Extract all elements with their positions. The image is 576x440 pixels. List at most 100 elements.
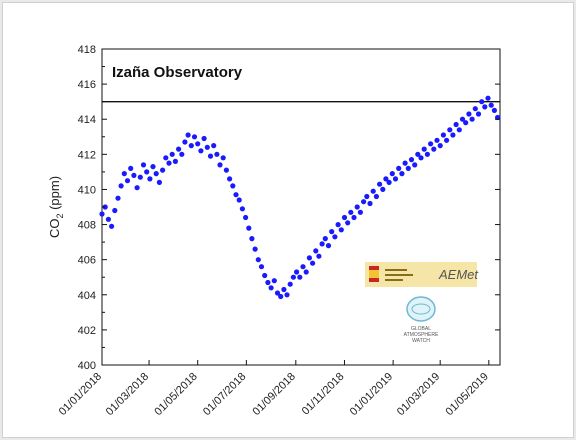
data-point	[188, 143, 194, 149]
data-point	[287, 281, 293, 287]
data-point	[134, 185, 140, 191]
x-tick-label: 01/09/2018	[251, 371, 298, 418]
data-point	[207, 153, 214, 159]
y-axis-label-main: CO	[47, 219, 62, 239]
gaw-text-line-1: GLOBAL	[411, 326, 431, 332]
y-tick-label: 410	[78, 184, 96, 196]
data-point	[201, 135, 207, 142]
data-point	[405, 165, 411, 171]
gaw-logo: GLOBAL ATMOSPHERE WATCH	[404, 296, 439, 344]
data-point	[246, 225, 252, 231]
data-point	[124, 178, 131, 184]
ministry-text-line-3	[385, 279, 403, 281]
data-point	[179, 151, 185, 157]
y-tick-label: 418	[78, 44, 96, 56]
data-point	[310, 260, 316, 266]
data-point	[271, 278, 277, 284]
data-point	[176, 146, 182, 152]
data-point	[243, 214, 249, 221]
x-tick-label: 01/11/2018	[300, 371, 347, 418]
data-point	[297, 274, 303, 280]
data-point	[370, 188, 376, 194]
data-point	[153, 171, 159, 177]
ministry-text-line-1	[385, 269, 407, 271]
data-point	[195, 141, 201, 147]
data-point	[236, 197, 242, 203]
data-point	[252, 246, 258, 252]
data-point	[137, 174, 143, 180]
x-tick-label: 01/05/2018	[152, 371, 199, 418]
y-tick-label: 408	[78, 220, 96, 232]
data-point	[392, 176, 399, 182]
data-point	[102, 204, 108, 210]
data-point	[303, 269, 309, 275]
data-point	[278, 293, 284, 300]
data-point	[105, 216, 111, 222]
data-point	[389, 171, 395, 177]
data-point	[290, 274, 296, 280]
data-point	[223, 167, 229, 173]
gaw-text-line-2: ATMOSPHERE	[404, 332, 439, 338]
data-point	[227, 176, 233, 182]
data-point	[182, 139, 188, 145]
data-point	[456, 127, 462, 133]
data-point	[332, 234, 338, 240]
aemet-logo: AEMet	[365, 262, 479, 287]
data-point	[300, 264, 306, 270]
data-point	[150, 164, 156, 170]
data-point	[459, 116, 466, 122]
data-point	[211, 143, 217, 149]
data-point	[338, 227, 344, 233]
data-point	[348, 209, 354, 215]
data-point	[475, 111, 482, 117]
data-point	[185, 132, 191, 138]
data-point	[469, 116, 475, 122]
data-point	[354, 204, 360, 210]
data-point	[415, 151, 421, 157]
data-point	[408, 157, 415, 163]
plot-area	[101, 48, 501, 366]
data-point	[284, 292, 290, 298]
data-point	[373, 193, 379, 200]
data-point	[361, 199, 367, 205]
data-point	[380, 186, 386, 192]
data-point	[121, 171, 127, 177]
data-point	[163, 155, 169, 161]
data-point	[191, 134, 198, 140]
y-axis-label-sub: 2	[55, 214, 65, 219]
gaw-globe-icon	[406, 296, 436, 322]
gaw-text-line-3: WATCH	[412, 338, 430, 344]
data-point	[268, 285, 274, 291]
data-point	[118, 183, 124, 189]
data-point	[249, 236, 255, 242]
data-point	[447, 127, 453, 133]
data-point	[313, 248, 319, 254]
data-point	[383, 176, 389, 182]
x-tick-label: 01/01/2019	[348, 371, 395, 418]
data-point	[220, 155, 226, 161]
data-point	[239, 206, 245, 212]
data-point	[488, 102, 494, 108]
y-tick-label: 406	[78, 255, 96, 267]
data-point	[265, 279, 271, 286]
ministry-text-line-2	[385, 274, 413, 276]
data-point	[482, 104, 488, 110]
data-point	[466, 111, 472, 117]
data-point	[230, 183, 236, 189]
data-point	[131, 172, 137, 178]
data-point	[258, 264, 265, 270]
data-point	[444, 137, 450, 143]
data-point	[233, 192, 239, 198]
data-point	[399, 171, 405, 177]
data-point	[255, 257, 261, 263]
chart-title: Izaña Observatory	[112, 64, 243, 81]
aemet-logo-background	[365, 262, 477, 287]
data-point	[434, 137, 440, 143]
x-axis: 01/01/2018 01/03/2018 01/05/2018 01/07/2018…	[57, 360, 491, 418]
data-point	[325, 243, 332, 249]
data-point	[109, 223, 115, 229]
y-tick-label: 414	[78, 114, 96, 126]
y-tick-label: 400	[78, 360, 96, 372]
data-point	[294, 269, 300, 275]
data-point	[424, 151, 430, 157]
